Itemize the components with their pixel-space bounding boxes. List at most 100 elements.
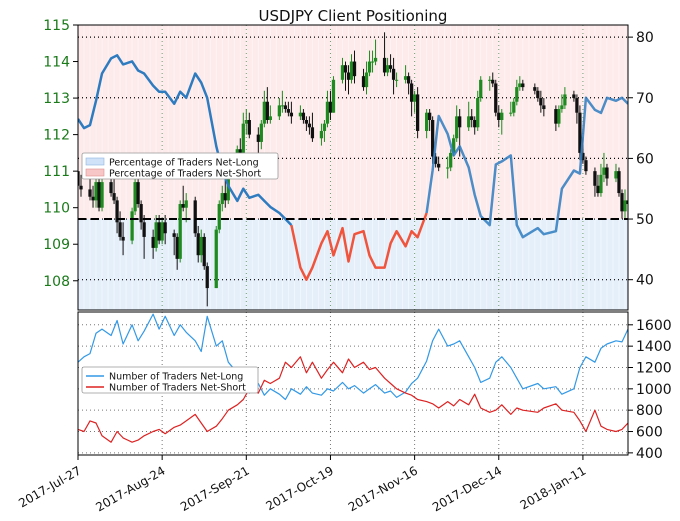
net-short-count-line: [78, 356, 628, 443]
candle-body: [121, 236, 125, 241]
candle-body: [184, 200, 188, 208]
candle-body: [163, 222, 167, 234]
candle-body: [142, 222, 146, 237]
candle-body: [226, 178, 230, 201]
candle-body: [557, 109, 561, 124]
candle-body: [518, 83, 522, 88]
candle-body: [310, 127, 315, 139]
candle-body: [605, 167, 609, 179]
positioning-lines: [78, 54, 628, 281]
candle-body: [112, 193, 116, 201]
candle-body: [626, 200, 628, 205]
candle-body: [178, 204, 182, 259]
candle-body: [599, 174, 603, 194]
candle-body: [370, 61, 375, 63]
candle-body: [584, 160, 588, 172]
left-tick-label: 109: [43, 237, 70, 253]
candle-body: [223, 193, 227, 201]
bottom-panel-frame: [77, 311, 629, 456]
right-tick-label: 50: [636, 212, 654, 228]
legend-box: [81, 366, 259, 394]
candle-body: [500, 112, 504, 120]
candle-body: [172, 233, 176, 237]
candle-body: [512, 101, 516, 113]
x-tick-label: 2017-Aug-24: [93, 463, 167, 514]
net-short-zone: [78, 25, 628, 220]
candle-body: [154, 222, 158, 248]
candle-body: [581, 152, 585, 161]
candle-body: [220, 193, 224, 205]
candle-body: [458, 116, 462, 128]
candle-body: [614, 171, 618, 179]
candle-body: [277, 105, 282, 117]
candle-body: [115, 200, 119, 223]
candle-body: [286, 109, 291, 113]
left-tick-label: 115: [43, 18, 70, 34]
candle-body: [403, 76, 408, 80]
left-tick-label: 111: [43, 164, 70, 180]
legend-label: Number of Traders Net-Short: [109, 383, 246, 394]
net-long-line-early: [78, 54, 293, 226]
candle-body: [193, 200, 197, 234]
right-tick-label: 60: [636, 151, 654, 167]
candle-body: [602, 167, 606, 175]
candle-body: [509, 112, 513, 114]
right-tick-label: 1000: [636, 382, 672, 398]
candle-body: [301, 112, 306, 120]
x-tick-label: 2017-Jul-27: [16, 463, 83, 510]
candle-body: [554, 109, 558, 124]
x-tick-label: 2018-Jan-11: [518, 463, 589, 512]
x-tick-label: 2017-Nov-16: [346, 463, 420, 514]
candle-body: [406, 76, 411, 84]
x-tick-label: 2017-Dec-14: [430, 463, 504, 514]
candle-body: [388, 65, 393, 69]
candle-body: [289, 112, 294, 117]
candle-body: [160, 222, 164, 241]
candle-body: [97, 182, 101, 208]
candle-body: [304, 120, 309, 124]
left-tick-label: 108: [43, 274, 70, 290]
candle-body: [328, 101, 333, 113]
candle-body: [238, 149, 242, 153]
candle-body: [382, 57, 387, 73]
candle-body: [617, 171, 621, 194]
candle-body: [79, 185, 83, 190]
candle-body: [322, 123, 327, 131]
net-short-line: [290, 212, 428, 281]
trader-count-lines: [78, 313, 628, 443]
candle-body: [349, 61, 354, 80]
left-tick-label: 112: [43, 128, 70, 144]
candle-body: [214, 229, 218, 289]
left-tick-label: 114: [43, 55, 70, 71]
candle-body: [560, 105, 564, 110]
candle-body: [244, 120, 248, 124]
candle-body: [259, 123, 263, 142]
candle-body: [241, 123, 245, 153]
candle-body: [343, 65, 348, 73]
candle-body: [473, 120, 477, 128]
right-tick-label: 70: [636, 91, 654, 107]
legend-swatch: [85, 168, 105, 177]
candle-body: [280, 105, 285, 107]
candle-body: [533, 87, 537, 91]
candle-body: [542, 105, 546, 110]
candle-body: [437, 163, 441, 168]
right-tick-label: 40: [636, 273, 654, 289]
candle-body: [94, 182, 98, 201]
right-tick-label: 1200: [636, 360, 672, 376]
candle-body: [412, 94, 417, 102]
candle-body: [91, 196, 95, 201]
legend-swatch: [85, 157, 105, 166]
x-tick-label: 2017-Sep-21: [178, 463, 252, 514]
legend-label: Number of Traders Net-Long: [109, 372, 243, 383]
candle-body: [118, 222, 122, 237]
candle-body: [283, 105, 288, 110]
candle-body: [325, 101, 330, 124]
candle-body: [139, 204, 143, 223]
candle-body: [497, 112, 501, 120]
left-tick-label: 113: [43, 91, 70, 107]
net-long-line-late: [425, 96, 628, 239]
candle-body: [476, 98, 480, 128]
candle-body: [247, 120, 251, 135]
